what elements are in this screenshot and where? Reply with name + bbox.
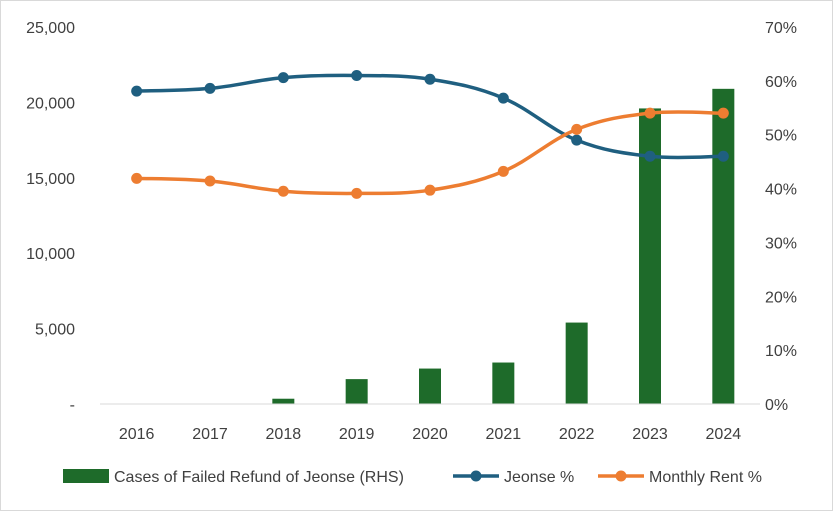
- y-right-tick-label: 50%: [765, 128, 797, 145]
- legend-swatch-marker: [615, 470, 627, 482]
- x-tick-label: 2018: [266, 426, 302, 443]
- x-tick-label: 2024: [706, 426, 742, 443]
- y-right-tick-label: 70%: [765, 20, 797, 37]
- data-point: [497, 92, 509, 104]
- y-left-tick-label: 10,000: [26, 246, 75, 263]
- x-tick-label: 2023: [632, 426, 668, 443]
- data-point: [717, 107, 729, 119]
- bar: [639, 108, 661, 404]
- x-tick-label: 2016: [119, 426, 155, 443]
- data-point: [351, 187, 363, 199]
- y-right-tick-label: 0%: [765, 397, 788, 414]
- bar: [492, 362, 515, 404]
- data-point: [644, 150, 656, 162]
- x-tick-label: 2022: [559, 426, 595, 443]
- data-point: [131, 85, 143, 97]
- data-point: [204, 82, 216, 94]
- y-left-tick-label: 15,000: [26, 171, 75, 188]
- y-left-tick-label: 25,000: [26, 20, 75, 37]
- x-tick-label: 2020: [412, 426, 448, 443]
- legend-swatch-bar: [63, 469, 109, 483]
- y-right-tick-label: 20%: [765, 289, 797, 306]
- bar: [272, 398, 295, 404]
- data-point: [571, 134, 583, 146]
- legend-swatch-marker: [470, 470, 482, 482]
- legend-label: Monthly Rent %: [649, 469, 762, 486]
- legend-label: Cases of Failed Refund of Jeonse (RHS): [114, 469, 404, 486]
- y-right-tick-label: 30%: [765, 235, 797, 252]
- y-right-tick-label: 10%: [765, 343, 797, 360]
- bar: [565, 322, 588, 404]
- x-tick-label: 2019: [339, 426, 375, 443]
- data-point: [497, 165, 509, 177]
- data-point: [277, 185, 289, 197]
- data-point: [204, 175, 216, 187]
- x-tick-label: 2017: [192, 426, 228, 443]
- data-point: [277, 72, 289, 84]
- y-left-tick-label: -: [70, 397, 75, 414]
- data-point: [351, 69, 363, 81]
- legend-label: Jeonse %: [504, 469, 574, 486]
- y-left-tick-label: 20,000: [26, 95, 75, 112]
- bar: [419, 368, 441, 404]
- data-point: [131, 172, 143, 184]
- bar: [712, 88, 735, 404]
- data-point: [717, 150, 729, 162]
- y-right-tick-label: 40%: [765, 182, 797, 199]
- y-left-tick-label: 5,000: [35, 322, 75, 339]
- series-line: [136, 110, 724, 196]
- x-tick-label: 2021: [486, 426, 522, 443]
- y-right-tick-label: 60%: [765, 74, 797, 91]
- bar: [345, 379, 368, 404]
- data-point: [424, 184, 436, 196]
- data-point: [424, 73, 436, 85]
- data-point: [644, 107, 656, 119]
- data-point: [571, 123, 583, 135]
